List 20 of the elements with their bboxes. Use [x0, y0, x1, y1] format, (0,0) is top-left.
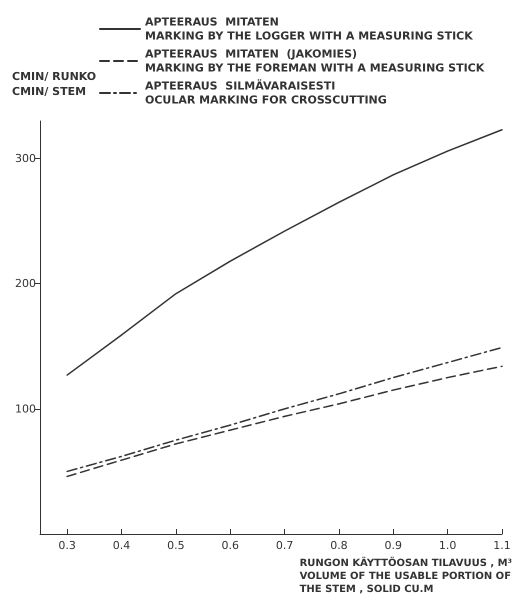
y-tick-label: 100 — [15, 402, 36, 416]
x-tick-label: 0.4 — [112, 539, 130, 552]
x-tick-label: 1.0 — [438, 539, 456, 552]
y-tick-label: 300 — [15, 152, 36, 166]
legend-label: APTEERAUS MITATEN (JAKOMIES) MARKING BY THE FOREMAN WITH A MEASURING STICK — [145, 48, 485, 74]
line-series — [66, 129, 503, 376]
x-tick-label: 0.3 — [58, 539, 76, 552]
y-axis-title: CMIN/ RUNKO CMIN/ STEM — [12, 70, 96, 98]
line-series — [66, 346, 503, 472]
legend-label: APTEERAUS MITATEN MARKING BY THE LOGGER WITH A MEASURING STICK — [145, 16, 474, 42]
legend-label: APTEERAUS SILMÄVARAISESTI OCULAR MARKING FOR CROSSCUTTING — [145, 78, 387, 106]
x-tick-label: 0.6 — [221, 539, 239, 552]
x-tick-label: 1.1 — [493, 539, 511, 552]
y-tick-label: 200 — [15, 277, 36, 290]
x-tick-label: 0.5 — [167, 539, 185, 552]
x-tick-label: 0.8 — [330, 539, 348, 552]
line-series — [66, 366, 503, 478]
x-axis-title: RUNGON KÄYTTÖOSAN TILAVUUS , M³ VOLUME OF THE USABLE PORTION OF THE STEM , SOLID CU.M — [300, 556, 512, 595]
x-tick-label: 0.9 — [384, 539, 402, 552]
x-tick-label: 0.7 — [276, 539, 294, 552]
